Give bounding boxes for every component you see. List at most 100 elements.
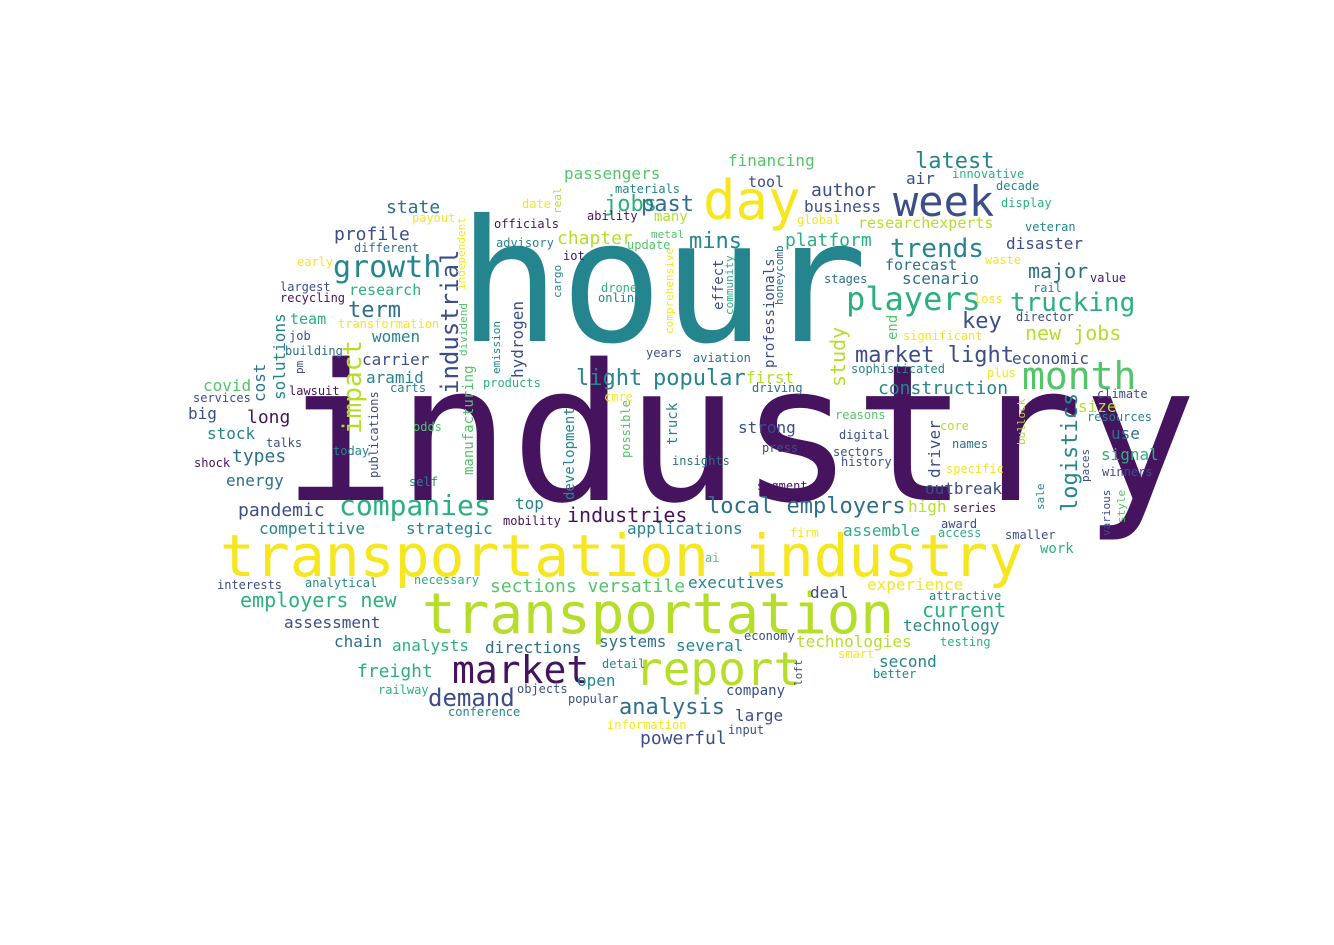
word-cloud-word: talks (266, 436, 303, 450)
word-cloud-word: popular (568, 692, 619, 706)
word-cloud-word: industries (567, 503, 688, 527)
word-cloud-word: employers new (240, 588, 397, 612)
word-cloud-word: input (728, 723, 765, 737)
word-cloud-word: significant (903, 329, 983, 343)
word-cloud-word: second (879, 652, 937, 671)
word-cloud-word: odds (413, 420, 442, 434)
word-cloud-word: ability (587, 209, 638, 223)
word-cloud-word: team (290, 310, 327, 328)
word-cloud-word: first (746, 368, 795, 387)
word-cloud-word: manufacturing (461, 365, 477, 475)
word-cloud-word: largest (280, 280, 331, 294)
word-cloud-word: bullock (1015, 398, 1028, 445)
word-cloud-word: self (409, 475, 438, 489)
word-cloud-word: director (1016, 310, 1074, 324)
word-cloud-word: players (846, 280, 981, 318)
word-cloud-word: different (354, 241, 420, 255)
word-cloud-word: cmre (604, 390, 633, 404)
word-cloud-word: testing (940, 635, 991, 649)
word-cloud-word: award (941, 517, 978, 531)
word-cloud-word: scenario (902, 269, 980, 288)
word-cloud-word: services (193, 391, 251, 405)
word-cloud-word: author (811, 180, 877, 201)
word-cloud-word: cost (250, 363, 269, 402)
word-cloud-word: applications (627, 519, 743, 538)
word-cloud-word: hour (458, 184, 868, 382)
word-cloud-word: month (1022, 354, 1137, 398)
word-cloud-word: today (333, 444, 370, 458)
word-cloud-word: building (285, 344, 343, 358)
word-cloud-word: strategic (406, 519, 493, 538)
word-cloud-word: chapter (557, 228, 633, 249)
word-cloud-word: financing (728, 151, 815, 170)
word-cloud-word: trucking (1010, 288, 1136, 318)
word-cloud-word: state (386, 197, 441, 218)
word-cloud-word: construction (878, 378, 1009, 399)
word-cloud-word: loft (792, 659, 805, 687)
word-cloud-word: paces (1079, 448, 1092, 482)
word-cloud-word: technology (903, 616, 1000, 635)
word-cloud-word: access (938, 526, 982, 540)
word-cloud-word: long (247, 407, 291, 428)
word-cloud-word: technologies (796, 632, 912, 651)
word-cloud-word: assessment (284, 613, 381, 632)
word-cloud-word: materials (615, 182, 681, 196)
word-cloud-word: climate (1097, 387, 1148, 401)
word-cloud-word: business (804, 197, 882, 216)
word-cloud-word: light (576, 366, 643, 391)
word-cloud-word: rail (1033, 281, 1062, 295)
word-cloud-word: interests (217, 578, 283, 592)
word-cloud-word: pandemic (238, 500, 325, 521)
word-cloud-word: decade (996, 179, 1040, 193)
word-cloud-word: major (1028, 259, 1089, 283)
word-cloud-word: hydrogen (508, 300, 527, 378)
word-cloud-word: attractive (929, 589, 1002, 603)
word-cloud-word: advisory (496, 236, 554, 250)
word-cloud-word: officials (494, 217, 560, 231)
word-cloud-word: research (349, 281, 422, 299)
word-cloud-word: market (452, 648, 590, 692)
word-cloud-word: stock (207, 424, 256, 443)
word-cloud-word: economic (1012, 349, 1090, 368)
word-cloud-word: years (646, 346, 683, 360)
word-cloud-word: smaller (1005, 528, 1056, 542)
word-cloud-word: transportation industry (220, 522, 1024, 590)
word-cloud-word: cargo (551, 264, 564, 298)
word-cloud-word: innovative (952, 167, 1025, 181)
word-cloud-word: mins (689, 229, 742, 254)
word-cloud-word: job (289, 329, 311, 343)
word-cloud-word: disaster (1006, 234, 1084, 253)
word-cloud-word: series (953, 501, 997, 515)
word-cloud-word: pm (293, 360, 306, 374)
word-cloud-word: covid (203, 376, 252, 395)
word-cloud-word: transportation (422, 582, 895, 647)
word-cloud-word: aviation (693, 351, 751, 365)
word-cloud-word: platform (785, 230, 872, 251)
word-cloud-word: display (1001, 196, 1052, 210)
word-cloud-word: global (797, 213, 841, 227)
word-cloud-word: study (826, 326, 850, 387)
word-cloud-word: tool (748, 173, 785, 191)
word-cloud-word: women (372, 327, 421, 346)
word-cloud-word: lawsuit (289, 384, 340, 398)
word-cloud-word: drone (601, 281, 638, 295)
word-cloud-word: experience (867, 575, 964, 594)
word-cloud-word: energy (226, 471, 284, 490)
word-cloud-word: possible (619, 400, 633, 458)
word-cloud-word: key (962, 309, 1002, 334)
word-cloud-word: history (841, 455, 892, 469)
word-cloud-word: companies (339, 489, 491, 522)
word-cloud-word: growth (333, 250, 442, 285)
word-cloud-word: update (627, 238, 671, 252)
word-cloud-word: real (551, 187, 564, 215)
word-cloud-word: sectors (833, 445, 884, 459)
word-cloud-word: reasons (835, 408, 886, 422)
word-cloud-word: air (906, 169, 935, 188)
word-cloud-word: sections versatile (490, 576, 686, 597)
word-cloud-word: press (762, 441, 799, 455)
word-cloud-word: many (654, 209, 688, 225)
word-cloud-word: value (1090, 271, 1127, 285)
word-cloud-word: smart (838, 647, 875, 661)
word-cloud-word: mobility (503, 514, 561, 528)
